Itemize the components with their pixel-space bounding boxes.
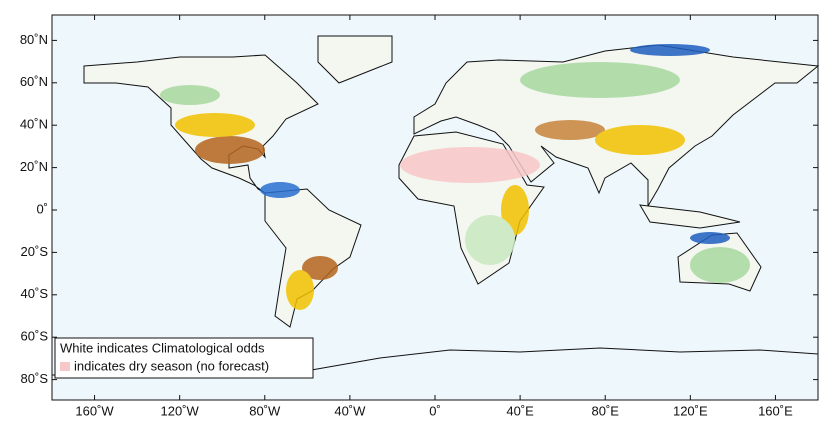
y-tick-label: 60˚N — [20, 74, 48, 89]
greenland — [317, 35, 393, 84]
drier-area — [195, 136, 265, 164]
y-tick-label: 0˚ — [36, 201, 48, 216]
x-tick-label: 80˚W — [249, 403, 281, 418]
x-tick-label: 40˚E — [506, 403, 534, 418]
x-tick-label: 160˚E — [758, 403, 793, 418]
y-tick-label: 20˚N — [20, 159, 48, 174]
drier-area — [302, 256, 338, 280]
drier-area — [535, 120, 605, 140]
dry-lean-area — [595, 125, 685, 155]
y-tick-label: 40˚S — [21, 286, 49, 301]
x-tick-label: 120˚E — [673, 403, 708, 418]
dry-lean-area — [501, 185, 529, 235]
wetter-area — [630, 44, 710, 56]
dry-lean-area — [286, 270, 314, 310]
y-tick-label: 80˚N — [20, 32, 48, 47]
x-tick-label: 40˚W — [334, 403, 366, 418]
legend-box — [54, 337, 314, 379]
wet-lean-area — [465, 215, 515, 265]
wetter-area — [260, 182, 300, 198]
wetter-area — [690, 232, 730, 244]
wet-lean-area — [520, 62, 680, 98]
wet-lean-area — [160, 85, 220, 105]
dry-lean-area — [175, 113, 255, 137]
y-tick-label: 60˚S — [21, 329, 49, 344]
y-tick-label: 20˚S — [21, 244, 49, 259]
forecast-shading — [160, 44, 750, 310]
x-tick-label: 160˚W — [75, 403, 114, 418]
x-tick-label: 80˚E — [591, 403, 619, 418]
indonesia — [639, 204, 741, 229]
y-tick-label: 80˚S — [21, 371, 49, 386]
x-tick-label: 120˚W — [161, 403, 200, 418]
y-tick-label: 40˚N — [20, 117, 48, 132]
dry-season — [400, 147, 540, 183]
axis-ticks: 160˚W 120˚W 80˚W 40˚W 0˚ 40˚E 80˚E 120˚E 160˚E 80… — [20, 15, 818, 418]
wet-lean-area — [690, 247, 750, 283]
legend-text: White indicates Climatological odds — [60, 340, 265, 355]
x-tick-label: 0˚ — [429, 403, 441, 418]
legend-swatch — [60, 362, 70, 371]
legend-text: indicates dry season (no forecast) — [74, 358, 269, 373]
legend: White indicates Climatological odds indi… — [54, 337, 314, 379]
